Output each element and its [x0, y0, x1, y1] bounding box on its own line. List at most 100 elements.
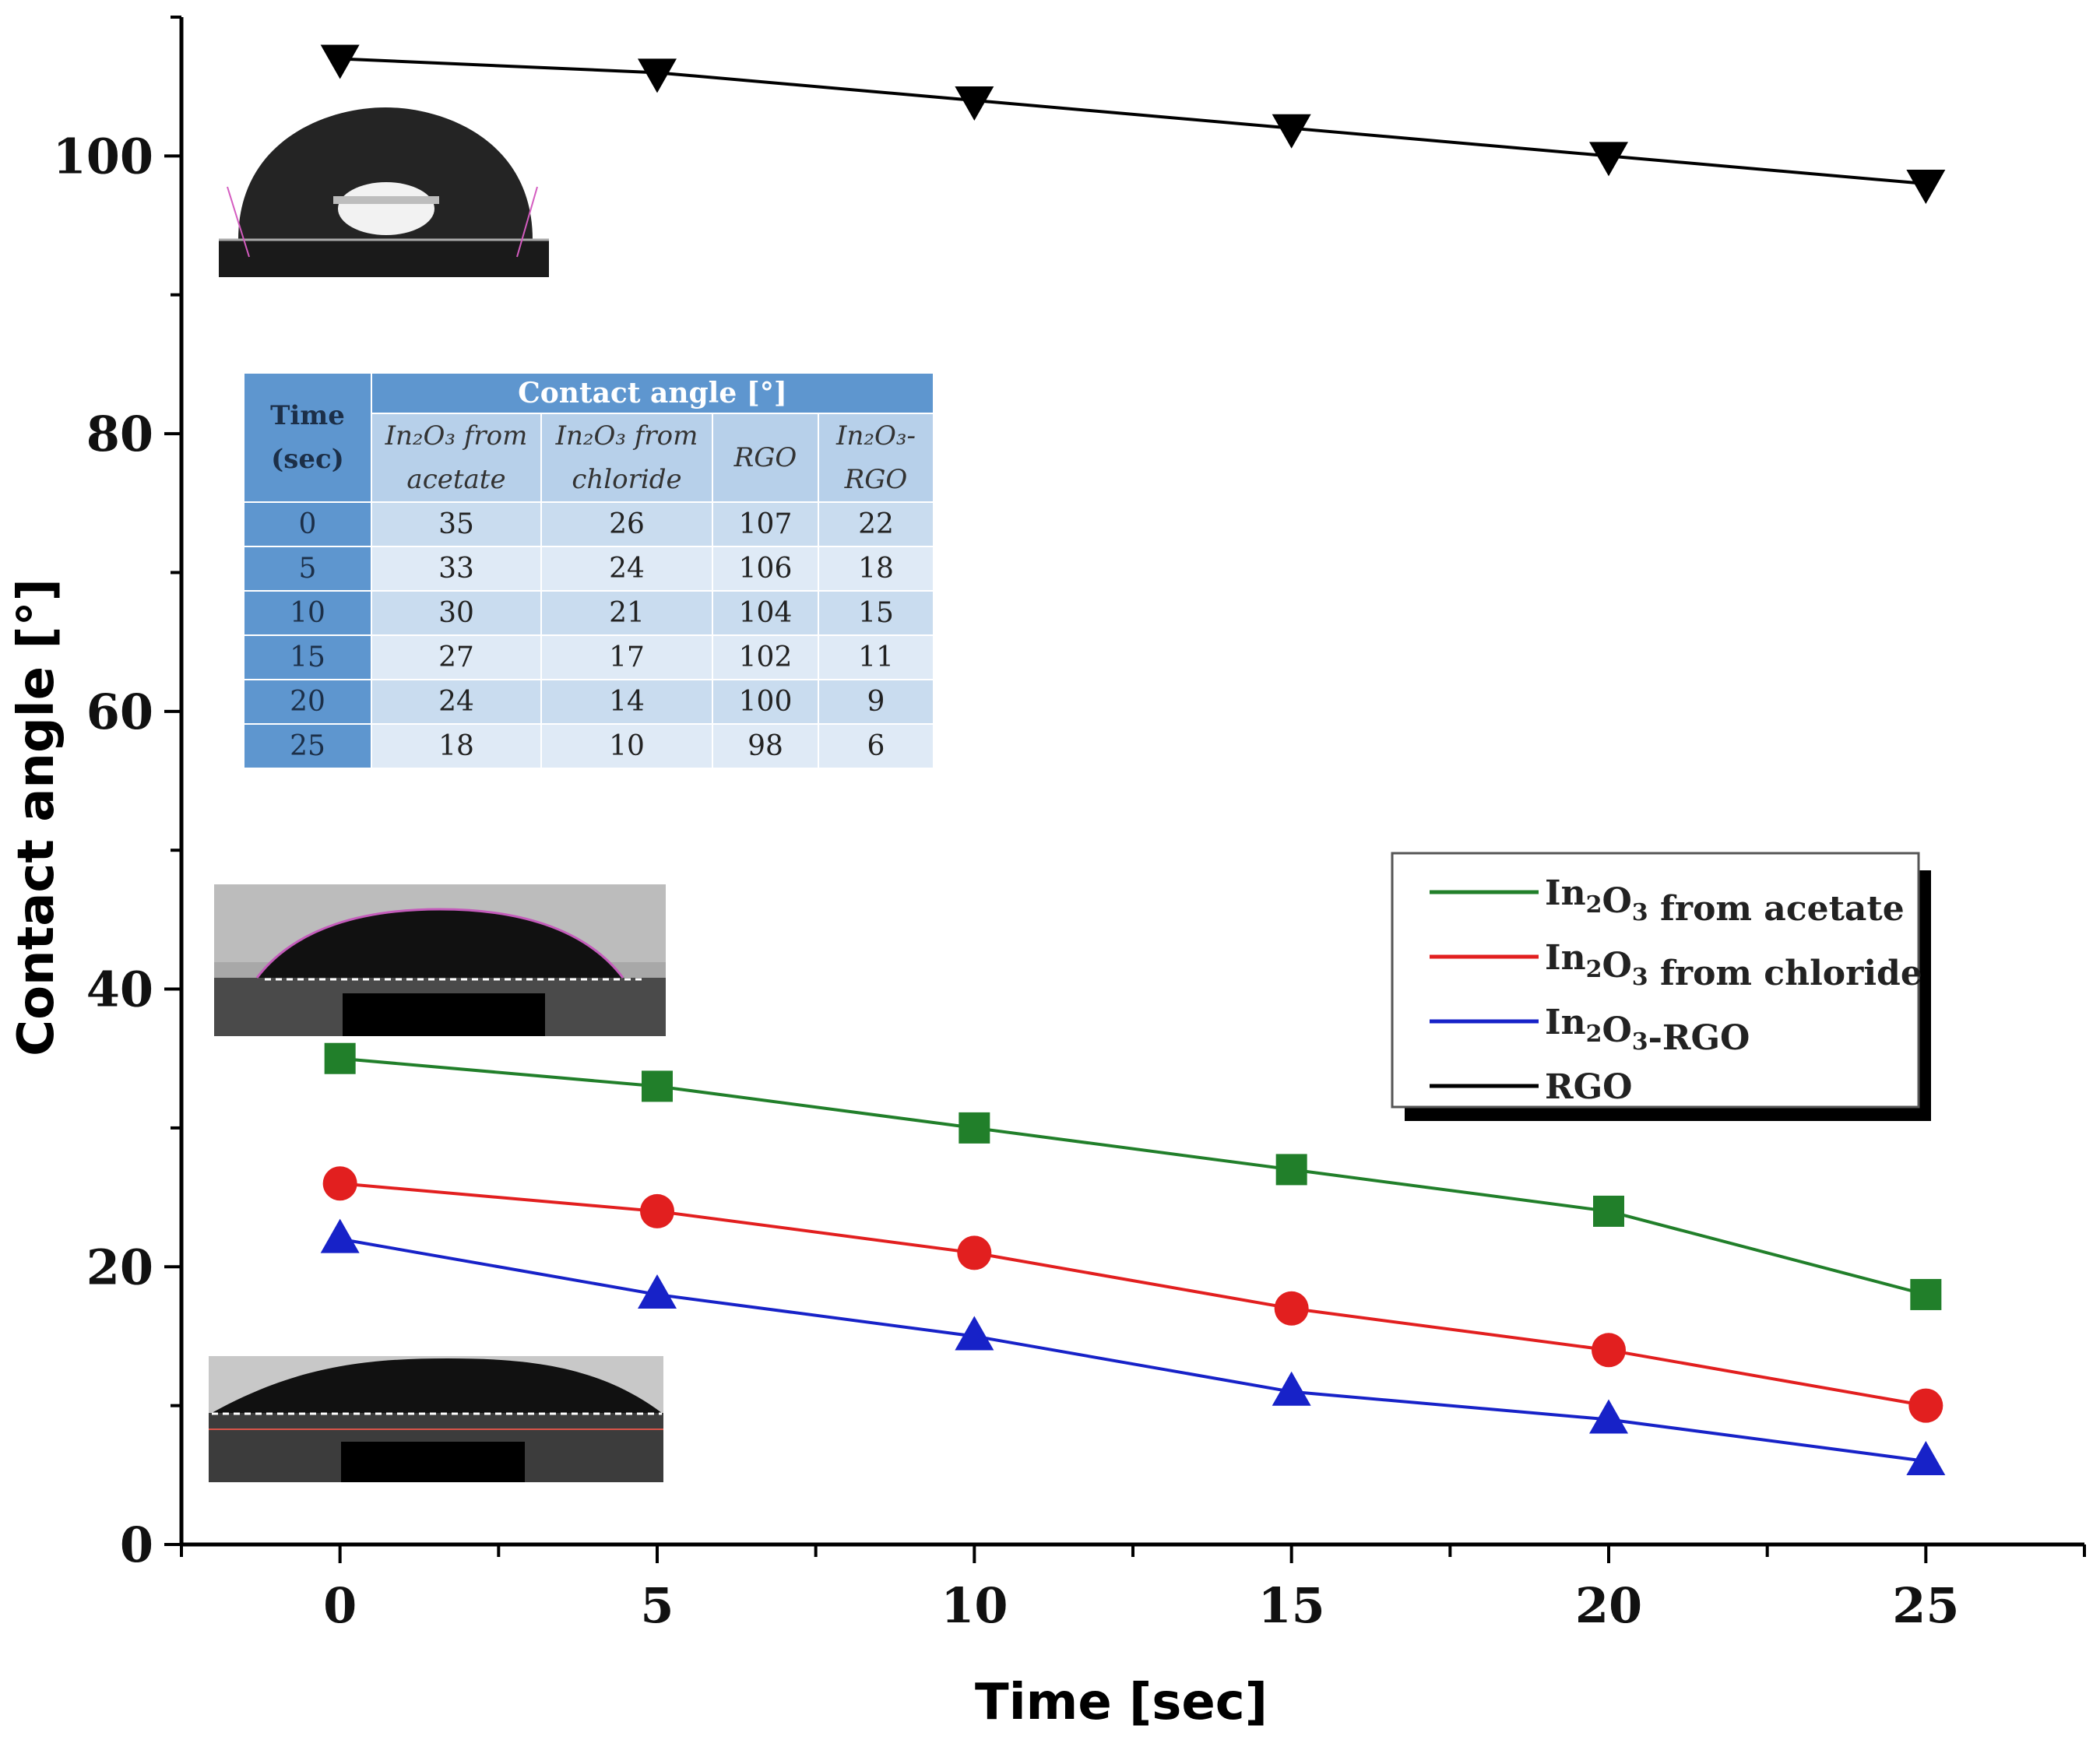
table-value-cell: 35 [371, 501, 542, 547]
table-value-cell: 18 [371, 723, 542, 769]
data-point [1272, 114, 1311, 149]
x-tick-label: 5 [640, 1577, 674, 1634]
series-2 [320, 1218, 1946, 1475]
table-time-cell: 0 [243, 501, 372, 547]
table-value-cell: 14 [540, 679, 713, 725]
data-point [1589, 1399, 1628, 1434]
table-value-cell: 24 [540, 546, 713, 592]
table-col-chloride: In₂O₃ from chloride [540, 413, 713, 503]
y-tick-label: 80 [86, 406, 153, 462]
table-value-cell: 24 [371, 679, 542, 725]
table-row: 20 24 14 100 9 [243, 679, 934, 725]
y-axis-label: Contact angle [°] [8, 578, 65, 1056]
data-point [638, 58, 677, 93]
table-value-cell: 21 [540, 590, 713, 636]
series-line [339, 57, 1926, 186]
droplet-image-rgo [219, 107, 549, 277]
table-time-cell: 25 [243, 723, 372, 769]
table-col-rgo: RGO [712, 413, 819, 503]
data-point [1592, 1333, 1626, 1368]
table-value-cell: 26 [540, 501, 713, 547]
table-col-in2o3-rgo: In₂O₃-RGO [818, 413, 934, 503]
x-axis-ticks: 0 5 10 15 20 25 [180, 1544, 2086, 1634]
table-value-cell: 30 [371, 590, 542, 636]
series-0 [324, 1042, 1942, 1310]
droplet-image-rgo-composite [209, 1356, 663, 1482]
data-point [1906, 170, 1946, 205]
table-value-cell: 33 [371, 546, 542, 592]
table-value-cell: 104 [712, 590, 819, 636]
table-value-cell: 107 [712, 501, 819, 547]
data-point [324, 1042, 356, 1074]
data-point [638, 1274, 677, 1309]
data-point [320, 44, 360, 79]
data-point [1589, 142, 1628, 177]
table-row: 0 35 26 107 22 [243, 501, 934, 547]
x-tick-label: 15 [1258, 1577, 1325, 1634]
series-line [339, 1056, 1926, 1296]
series-layer [320, 44, 1946, 1475]
table-value-cell: 10 [540, 723, 713, 769]
legend-label: RGO [1545, 1067, 1632, 1107]
data-point [640, 1193, 674, 1228]
table-value-cell: 98 [712, 723, 819, 769]
droplet-image-acetate [214, 884, 666, 1036]
table-value-cell: 11 [818, 634, 934, 680]
table-header-time: Time (sec) [243, 372, 372, 503]
inset-data-table: Time (sec) Contact angle [°] In₂O₃ from … [243, 372, 934, 769]
x-tick-label: 25 [1892, 1577, 1959, 1634]
table-time-cell: 15 [243, 634, 372, 680]
series-line [339, 1237, 1926, 1463]
series-line [339, 1182, 1926, 1407]
x-tick-label: 20 [1575, 1577, 1642, 1634]
y-tick-label: 0 [120, 1516, 153, 1573]
series-1 [322, 1166, 1943, 1423]
table-value-cell: 100 [712, 679, 819, 725]
table-row: 5 33 24 106 18 [243, 546, 934, 592]
table-row: 25 18 10 98 6 [243, 723, 934, 769]
series-3 [320, 44, 1946, 205]
data-point [957, 1235, 992, 1270]
data-point [959, 1112, 990, 1144]
legend-label: In2O3-RGO [1545, 1003, 1750, 1058]
data-point [1274, 1291, 1309, 1326]
x-axis-label: Time [sec] [975, 1674, 1268, 1731]
table-time-cell: 5 [243, 546, 372, 592]
y-tick-label: 40 [86, 961, 153, 1018]
table-value-cell: 18 [818, 546, 934, 592]
table-value-cell: 15 [818, 590, 934, 636]
data-point [322, 1166, 357, 1201]
table-header-contact-angle: Contact angle [°] [371, 372, 934, 414]
y-tick-label: 20 [86, 1239, 153, 1295]
table-time-cell: 10 [243, 590, 372, 636]
table-value-cell: 102 [712, 634, 819, 680]
table-value-cell: 6 [818, 723, 934, 769]
y-tick-label: 100 [53, 128, 153, 184]
data-point [1908, 1388, 1943, 1423]
table-value-cell: 27 [371, 634, 542, 680]
data-point [1906, 1440, 1946, 1475]
data-point [1593, 1195, 1624, 1227]
data-point [955, 1316, 994, 1351]
x-tick-label: 0 [323, 1577, 357, 1634]
data-point [955, 86, 994, 121]
legend: In2O3 from acetate In2O3 from chloride In2… [1391, 852, 1931, 1121]
data-point [320, 1218, 360, 1253]
legend-label: In2O3 from chloride [1545, 938, 1922, 993]
table-value-cell: 17 [540, 634, 713, 680]
table-row: 10 30 21 104 15 [243, 590, 934, 636]
x-tick-label: 10 [941, 1577, 1008, 1634]
legend-label: In2O3 from acetate [1545, 873, 1905, 929]
y-tick-label: 60 [86, 683, 153, 740]
table-value-cell: 106 [712, 546, 819, 592]
table-col-acetate: In₂O₃ from acetate [371, 413, 542, 503]
table-value-cell: 22 [818, 501, 934, 547]
data-point [1272, 1371, 1311, 1406]
table-time-cell: 20 [243, 679, 372, 725]
table-row: 15 27 17 102 11 [243, 634, 934, 680]
data-point [1275, 1154, 1307, 1186]
data-point [1910, 1278, 1942, 1310]
table-value-cell: 9 [818, 679, 934, 725]
y-axis-ticks: 0 20 40 60 80 100 [53, 16, 181, 1573]
